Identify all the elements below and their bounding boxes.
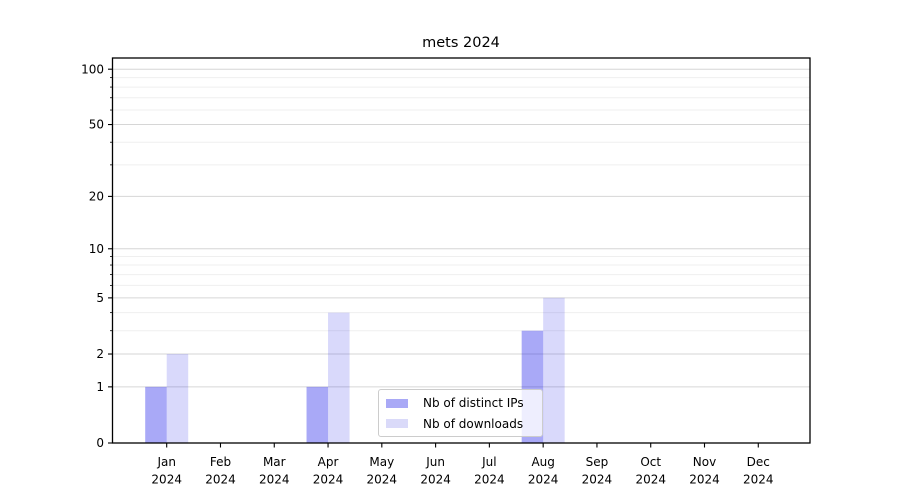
y-tick-label: 100 — [81, 62, 104, 76]
legend-item-downloads: Nb of downloads — [386, 417, 534, 431]
legend-swatch-downloads — [386, 419, 408, 429]
bar-nb-of-distinct-ips — [145, 386, 167, 443]
bar-nb-of-distinct-ips — [306, 386, 329, 443]
x-tick-label: Apr 2024 — [313, 455, 344, 487]
x-tick-label: Mar 2024 — [259, 455, 290, 487]
bar-nb-of-downloads — [166, 354, 189, 443]
x-tick-label: Sep 2024 — [582, 455, 613, 487]
legend-item-distinct-ips: Nb of distinct IPs — [386, 396, 534, 410]
legend-swatch-distinct-ips — [386, 398, 408, 408]
y-tick-label: 5 — [96, 291, 104, 305]
y-tick-label: 1 — [96, 380, 104, 394]
x-tick-label: Dec 2024 — [743, 455, 774, 487]
y-tick-label: 20 — [89, 190, 104, 204]
chart-title: mets 2024 — [422, 35, 500, 51]
x-tick-label: Jun 2024 — [420, 455, 451, 487]
plot-border — [111, 57, 811, 444]
x-tick-label: Jan 2024 — [151, 455, 182, 487]
legend-label-downloads: Nb of downloads — [423, 416, 524, 431]
x-tick-label: Aug 2024 — [528, 455, 559, 487]
legend-label-distinct-ips: Nb of distinct IPs — [423, 396, 524, 410]
y-tick-label: 0 — [96, 436, 104, 450]
x-tick-label: Oct 2024 — [635, 455, 666, 487]
x-tick-label: Jul 2024 — [474, 455, 505, 487]
y-tick-label: 50 — [89, 118, 104, 132]
bar-nb-of-downloads — [328, 312, 350, 443]
y-tick-label: 2 — [96, 347, 104, 361]
x-tick-label: May 2024 — [367, 455, 398, 487]
legend: Nb of distinct IPs Nb of downloads — [378, 389, 543, 437]
x-tick-label: Feb 2024 — [205, 455, 236, 487]
x-tick-label: Nov 2024 — [689, 455, 720, 487]
y-tick-label: 10 — [89, 242, 104, 256]
bar-nb-of-downloads — [543, 297, 565, 443]
